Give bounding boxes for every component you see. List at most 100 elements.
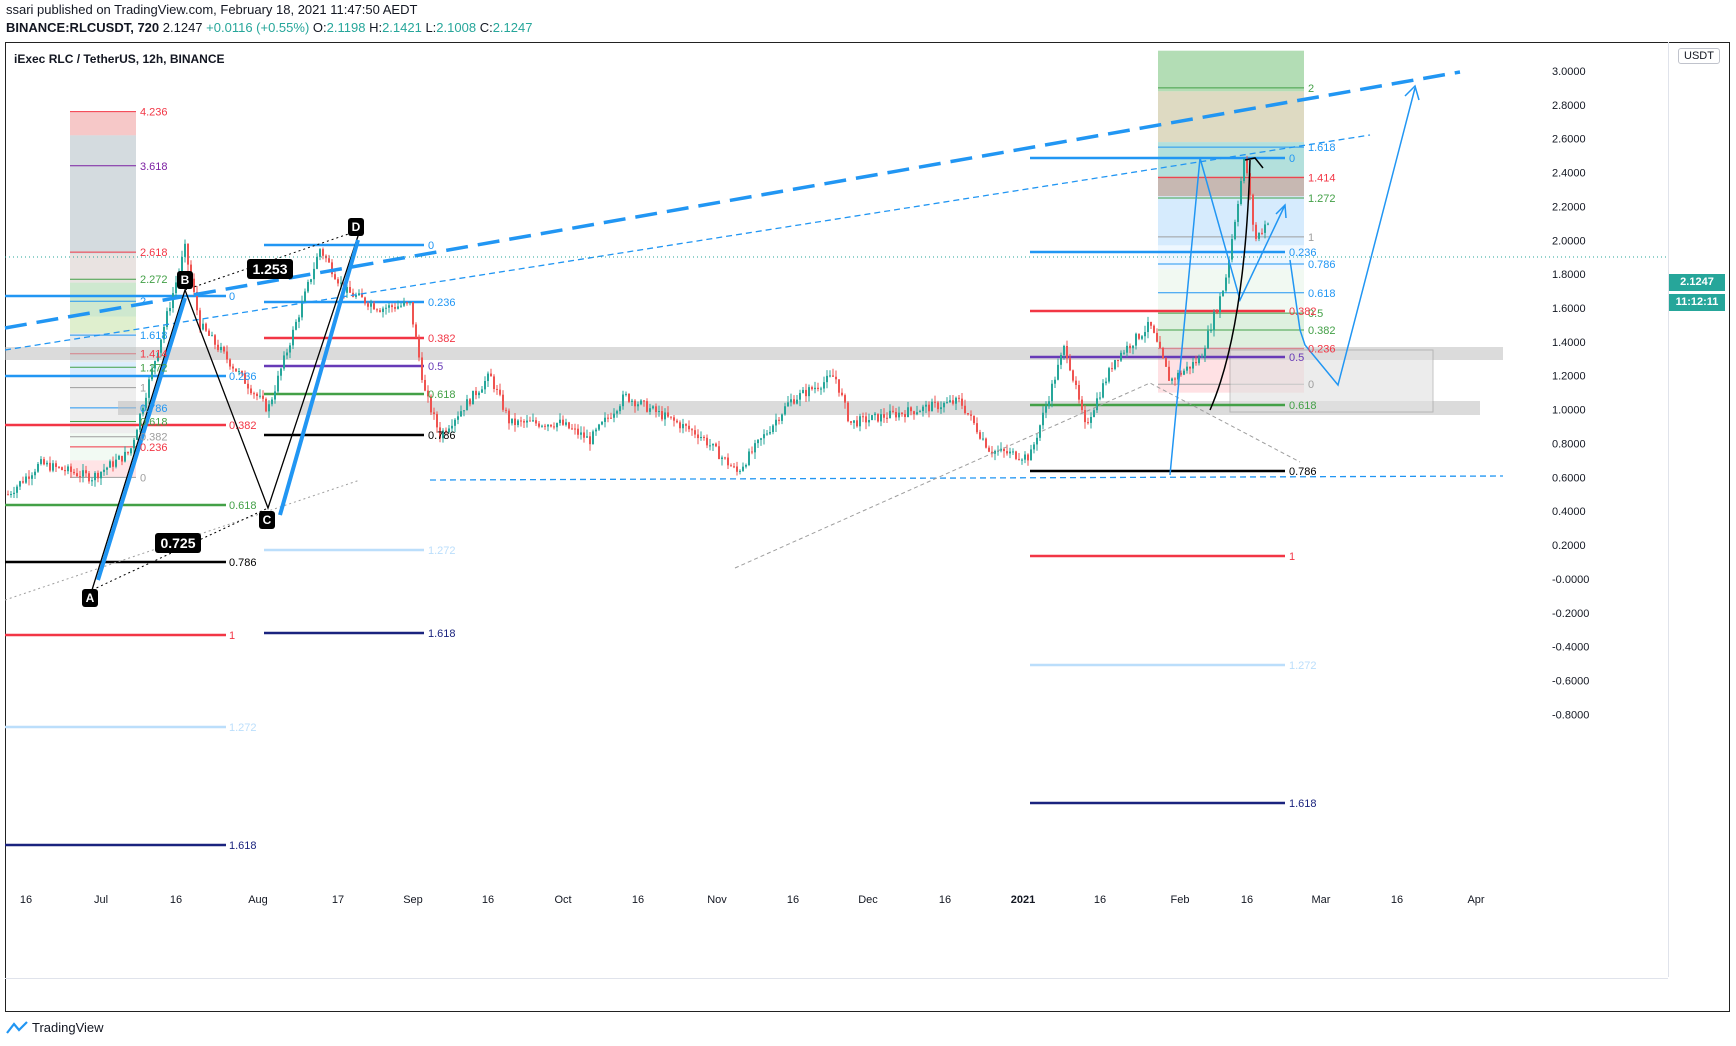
candle-body (238, 371, 240, 373)
ratio-label: 0.725 (160, 535, 195, 551)
candle-body (370, 303, 372, 307)
candle-body (793, 399, 795, 404)
fib-retrace-label: 1.618 (229, 840, 257, 852)
candle-body (223, 346, 225, 352)
fib-retrace-label: 0.786 (229, 557, 257, 569)
candle-body (775, 419, 777, 426)
fib-level-label: 0.786 (140, 403, 168, 415)
fib-level-label: 1.272 (1308, 193, 1336, 205)
candle-body (562, 419, 564, 425)
candle-body (712, 443, 714, 446)
candle-body (865, 416, 867, 423)
candle-body (844, 395, 846, 403)
candle-body (1108, 368, 1110, 382)
candle-body (556, 423, 558, 428)
candle-body (1102, 383, 1104, 398)
ratio-box (247, 259, 293, 279)
fib-retrace-label: 1 (229, 630, 235, 642)
candle-body (694, 430, 696, 435)
candle-body (199, 310, 201, 330)
candle-body (34, 471, 36, 476)
candle-body (340, 282, 342, 284)
candle-body (1018, 458, 1020, 460)
candle-body (1036, 437, 1038, 445)
candle-body (127, 451, 129, 454)
candle-body (706, 437, 708, 446)
time-scale[interactable] (5, 978, 1668, 1012)
candle-body (391, 305, 393, 308)
fib-level-label: 0.786 (1308, 259, 1336, 271)
fib-level-label: 1.272 (140, 362, 168, 374)
candle-body (376, 309, 378, 311)
candle-body (829, 375, 831, 377)
candle-body (616, 411, 618, 414)
candle-body (31, 475, 33, 479)
candle-body (721, 457, 723, 460)
candle-body (640, 400, 642, 405)
candle-body (784, 406, 786, 415)
currency-button[interactable]: USDT (1678, 48, 1720, 64)
horizontal-support-line (429, 475, 1504, 481)
candle-body (175, 282, 177, 294)
candle-body (700, 436, 702, 439)
candle-body (1141, 336, 1143, 339)
candle-body (403, 302, 405, 306)
symbol-label: BINANCE:RLCUSDT, 720 (6, 20, 160, 35)
abcd-pattern-line (91, 229, 361, 591)
candlestick-series (7, 155, 1269, 499)
candle-body (385, 307, 387, 309)
candle-body (1156, 332, 1158, 342)
candle-body (745, 464, 747, 467)
candle-body (613, 413, 615, 418)
price-scale[interactable] (1668, 42, 1731, 977)
fib-retrace-label: 0.382 (1289, 306, 1317, 318)
candle-body (1024, 454, 1026, 460)
candle-body (46, 462, 48, 465)
candle-body (367, 303, 369, 307)
candle-body (583, 432, 585, 438)
candle-body (1117, 359, 1119, 361)
candle-body (1168, 366, 1170, 381)
candle-body (400, 305, 402, 307)
cd-leg-highlight (278, 239, 360, 516)
candle-body (532, 420, 534, 422)
candle-body (1204, 348, 1206, 357)
candle-body (409, 302, 411, 304)
tradingview-footer[interactable]: TradingView (6, 1020, 104, 1035)
candle-body (586, 436, 588, 438)
candle-body (331, 262, 333, 275)
candle-body (883, 414, 885, 418)
candle-body (73, 471, 75, 474)
candle-body (871, 415, 873, 421)
candle-body (664, 412, 666, 420)
candle-body (802, 389, 804, 394)
candle-body (670, 416, 672, 418)
candle-body (1054, 379, 1056, 384)
candle-body (601, 421, 603, 425)
candle-body (595, 429, 597, 432)
candle-body (145, 397, 147, 408)
fib-zone (1158, 50, 1304, 92)
chart-pane[interactable] (5, 42, 1730, 1012)
candle-body (241, 371, 243, 374)
candle-body (607, 417, 609, 419)
candle-body (1198, 357, 1200, 364)
fib-level-label: 0.5 (1308, 308, 1323, 320)
candle-body (1006, 451, 1008, 454)
candle-body (1144, 332, 1146, 337)
candle-body (262, 395, 264, 399)
candle-body (244, 373, 246, 384)
fib-level-label: 0.618 (1308, 288, 1336, 300)
fib-retrace-label: 1.618 (428, 628, 456, 640)
ab-leg-highlight (96, 297, 187, 581)
candle-body (493, 376, 495, 389)
candle-body (118, 455, 120, 460)
candle-body (283, 355, 285, 369)
candle-body (757, 439, 759, 444)
candle-body (1003, 448, 1005, 452)
candle-body (559, 419, 561, 424)
candle-body (115, 459, 117, 467)
candle-body (748, 451, 750, 465)
candle-body (598, 424, 600, 430)
